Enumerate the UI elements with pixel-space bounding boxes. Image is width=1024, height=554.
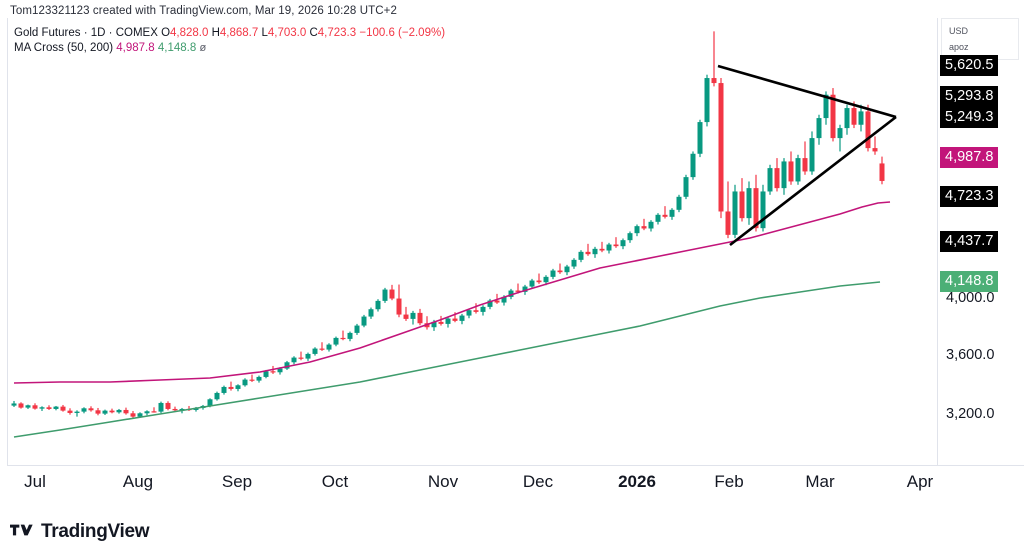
time-tick: Apr: [906, 472, 934, 491]
time-tick: Jul: [24, 472, 46, 491]
tradingview-wordmark: TradingView: [41, 521, 150, 542]
legend-close-key: C: [309, 27, 318, 39]
time-tick: Mar: [805, 472, 835, 491]
price-label-last[interactable]: 4,723.3: [940, 186, 999, 207]
chart-legend: Gold Futures · 1D · COMEX O4,828.0 H4,86…: [14, 26, 445, 56]
legend-symbol[interactable]: Gold Futures: [14, 27, 81, 39]
legend-change: −100.6 (−2.09%): [359, 27, 446, 39]
price-tick: 3,200.0: [946, 406, 995, 422]
legend-low-value: 4,703.0: [267, 27, 307, 39]
legend-ma-fast-value: 4,987.8: [116, 42, 155, 54]
unit-label: apoz: [949, 42, 969, 52]
price-label-dark[interactable]: 5,620.5: [940, 55, 999, 76]
legend-high-value: 4,868.7: [219, 27, 259, 39]
price-tick: 3,600.0: [946, 347, 995, 363]
price-tick: 4,000.0: [946, 290, 995, 306]
price-label-dark[interactable]: 5,249.3: [940, 107, 999, 128]
time-tick: Oct: [321, 472, 349, 491]
legend-indicator-row[interactable]: MA Cross (50, 200) 4,987.8 4,148.8 ø: [14, 41, 445, 56]
time-tick: Aug: [122, 472, 154, 491]
currency-unit-box: USD apoz: [941, 18, 1019, 60]
price-axis[interactable]: USD apoz 4,800.04,000.03,600.03,200.05,6…: [938, 18, 1024, 465]
legend-high-key: H: [211, 27, 220, 39]
currency-label: USD: [949, 26, 969, 36]
tradingview-mark-icon: [10, 524, 33, 536]
price-axis-separator: [937, 18, 938, 465]
legend-symbol-row[interactable]: Gold Futures · 1D · COMEX O4,828.0 H4,86…: [14, 26, 445, 41]
price-label-green[interactable]: 4,148.8: [940, 271, 999, 292]
attribution-text: Tom123321123 created with TradingView.co…: [10, 5, 397, 17]
tradingview-logo: TradingView: [10, 521, 150, 543]
time-axis[interactable]: Jul Aug Sep Oct Nov Dec 2026 Feb Mar Apr: [0, 472, 937, 512]
legend-sep-2: ·: [108, 27, 113, 39]
legend-interval[interactable]: 1D: [90, 27, 106, 39]
time-tick: Dec: [522, 472, 554, 491]
legend-open-value: 4,828.0: [170, 27, 209, 39]
time-tick: Nov: [427, 472, 459, 491]
legend-open-key: O: [161, 27, 171, 39]
time-tick: Feb: [714, 472, 744, 491]
legend-indicator-name[interactable]: MA Cross (50, 200): [14, 42, 114, 54]
legend-low-key: L: [261, 27, 268, 39]
price-label-dark[interactable]: 5,293.8: [940, 86, 999, 107]
time-axis-separator: [7, 465, 1024, 466]
legend-sep-1: ·: [83, 27, 88, 39]
time-tick: Sep: [221, 472, 253, 491]
price-label-pink[interactable]: 4,987.8: [940, 147, 999, 168]
chart-plot-area[interactable]: [7, 18, 937, 465]
legend-close-value: 4,723.3: [317, 27, 357, 39]
legend-exchange: COMEX: [115, 27, 158, 39]
price-label-dark[interactable]: 4,437.7: [940, 231, 999, 252]
legend-ma-slow-value: 4,148.8: [157, 42, 197, 54]
time-tick: 2026: [618, 472, 656, 491]
eye-icon[interactable]: ø: [199, 42, 207, 54]
